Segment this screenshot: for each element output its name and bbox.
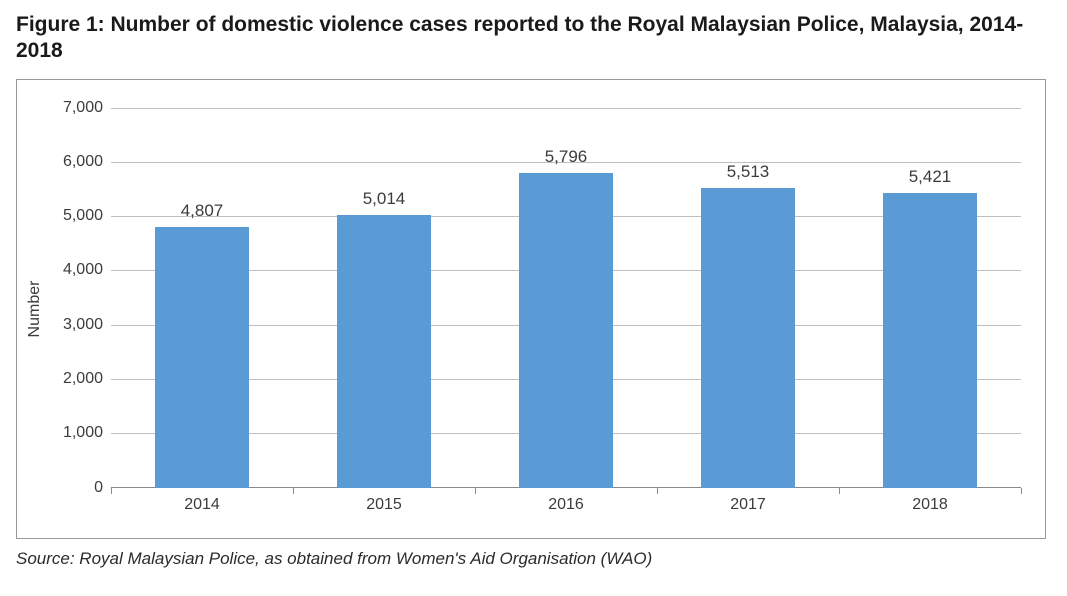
x-tick-mark	[657, 488, 658, 494]
y-axis-label: Number	[26, 280, 44, 337]
x-tick-mark	[475, 488, 476, 494]
y-tick-label: 3,000	[63, 316, 103, 334]
bar: 5,014	[337, 215, 432, 487]
bar-value-label: 4,807	[181, 201, 224, 221]
x-tick-mark	[293, 488, 294, 494]
bar-value-label: 5,513	[727, 162, 770, 182]
y-tick-label: 7,000	[63, 99, 103, 117]
x-tick-label: 2014	[184, 496, 220, 514]
bar: 5,421	[883, 193, 978, 487]
figure-title: Figure 1: Number of domestic violence ca…	[16, 12, 1051, 65]
bar: 5,796	[519, 173, 614, 488]
bar-value-label: 5,421	[909, 167, 952, 187]
y-tick-label: 6,000	[63, 153, 103, 171]
bar-value-label: 5,014	[363, 189, 406, 209]
chart-frame: Number 01,0002,0003,0004,0005,0006,0007,…	[16, 79, 1046, 539]
x-tick-label: 2017	[730, 496, 766, 514]
y-tick-label: 0	[94, 479, 103, 497]
bar: 5,513	[701, 188, 796, 487]
y-tick-label: 4,000	[63, 261, 103, 279]
x-tick-mark	[111, 488, 112, 494]
x-tick-label: 2018	[912, 496, 948, 514]
y-tick-label: 5,000	[63, 207, 103, 225]
gridline	[111, 108, 1021, 109]
x-tick-label: 2016	[548, 496, 584, 514]
bar: 4,807	[155, 227, 250, 488]
x-tick-mark	[1021, 488, 1022, 494]
y-tick-label: 1,000	[63, 424, 103, 442]
source-note: Source: Royal Malaysian Police, as obtai…	[16, 549, 1051, 569]
y-tick-label: 2,000	[63, 370, 103, 388]
bar-value-label: 5,796	[545, 147, 588, 167]
x-tick-mark	[839, 488, 840, 494]
plot-area: 01,0002,0003,0004,0005,0006,0007,0004,80…	[111, 108, 1021, 488]
x-tick-label: 2015	[366, 496, 402, 514]
